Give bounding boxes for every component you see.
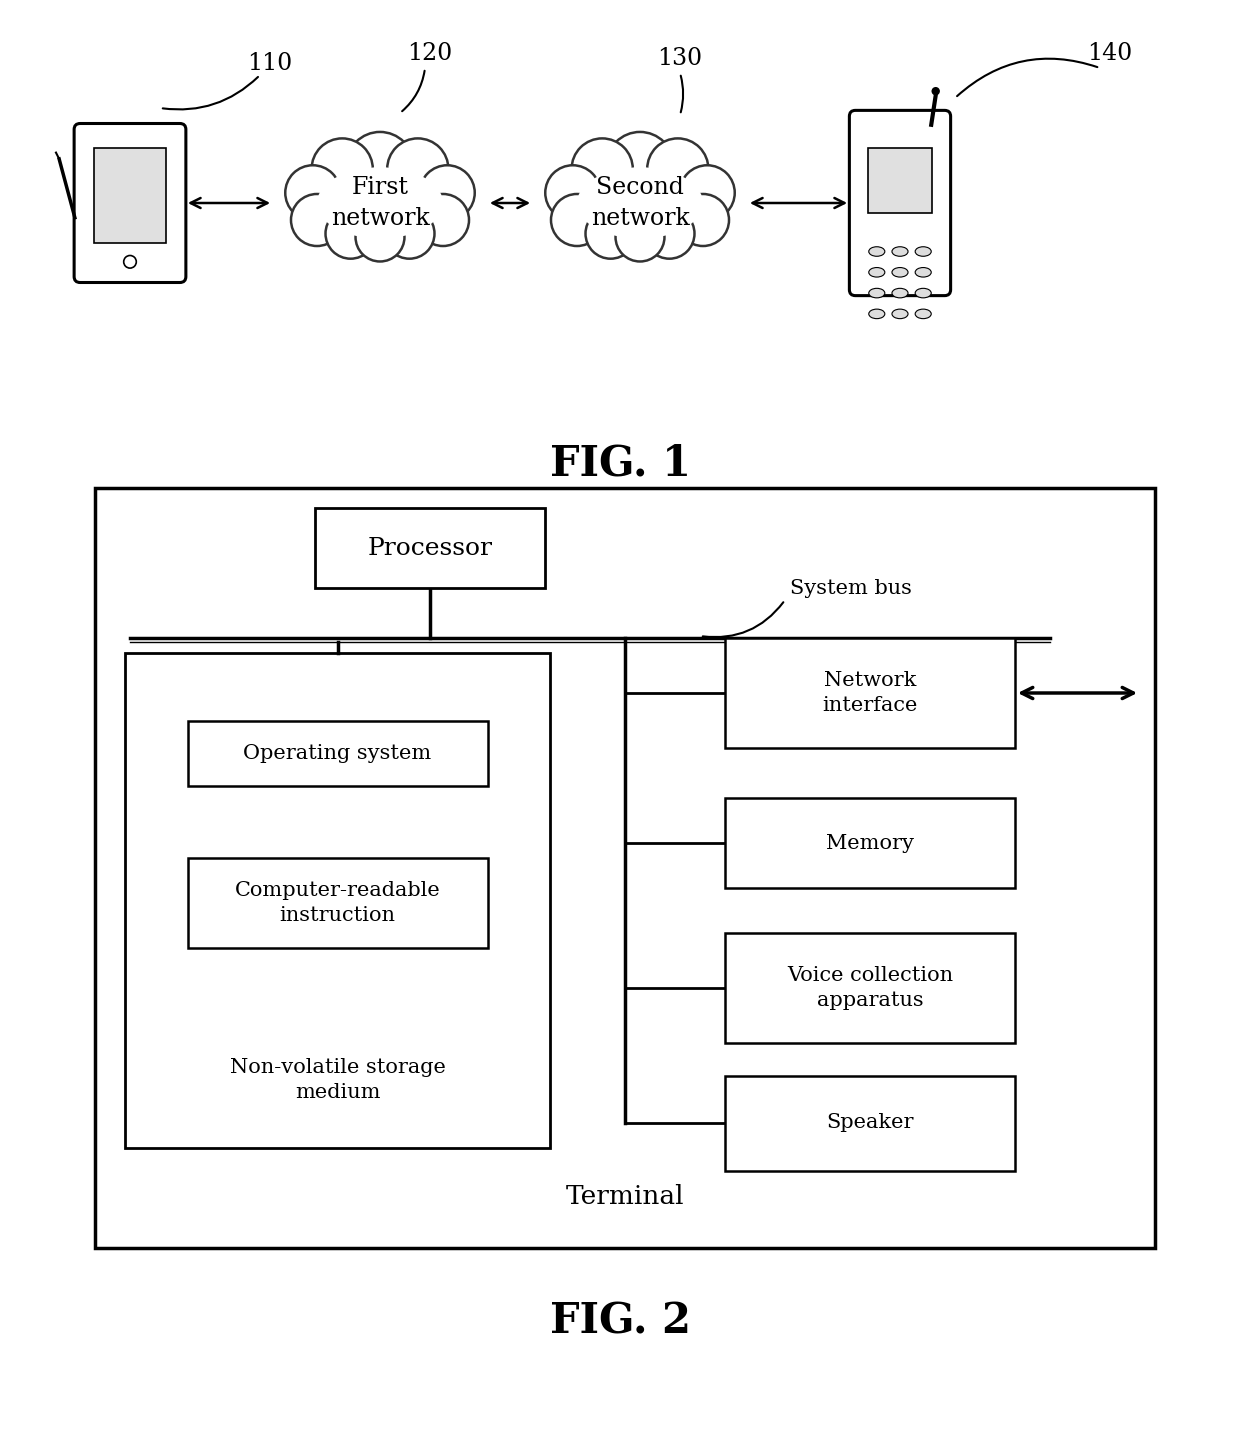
Circle shape <box>572 139 632 199</box>
Ellipse shape <box>869 268 885 277</box>
Ellipse shape <box>892 310 908 318</box>
FancyBboxPatch shape <box>74 123 186 282</box>
Circle shape <box>585 209 636 259</box>
Bar <box>725 1076 1016 1171</box>
Text: Network
interface: Network interface <box>822 671 918 715</box>
Text: First
network: First network <box>331 176 429 229</box>
Circle shape <box>311 139 373 199</box>
Ellipse shape <box>577 168 703 239</box>
Text: Processor: Processor <box>367 536 492 559</box>
Ellipse shape <box>317 168 443 239</box>
Text: FIG. 2: FIG. 2 <box>549 1300 691 1341</box>
Text: 140: 140 <box>1087 42 1132 64</box>
Ellipse shape <box>915 268 931 277</box>
Circle shape <box>645 209 694 259</box>
Circle shape <box>124 255 136 268</box>
Circle shape <box>384 209 434 259</box>
Circle shape <box>419 165 475 221</box>
Text: FIG. 1: FIG. 1 <box>549 441 691 484</box>
Circle shape <box>551 193 603 246</box>
Bar <box>725 798 1016 888</box>
Bar <box>187 721 487 785</box>
Text: Terminal: Terminal <box>565 1184 684 1208</box>
Ellipse shape <box>869 288 885 298</box>
Bar <box>725 933 1016 1043</box>
Text: Operating system: Operating system <box>243 744 432 762</box>
Text: Computer-readable
instruction: Computer-readable instruction <box>234 881 440 924</box>
Bar <box>868 148 932 214</box>
Circle shape <box>647 139 708 199</box>
Text: 130: 130 <box>657 46 703 69</box>
Circle shape <box>326 209 376 259</box>
Circle shape <box>546 165 600 221</box>
Bar <box>187 858 487 949</box>
Circle shape <box>615 212 665 261</box>
Ellipse shape <box>301 152 459 254</box>
Circle shape <box>680 165 735 221</box>
Text: System bus: System bus <box>790 579 911 598</box>
Ellipse shape <box>892 268 908 277</box>
FancyBboxPatch shape <box>849 110 951 295</box>
Ellipse shape <box>869 310 885 318</box>
Ellipse shape <box>869 246 885 257</box>
Ellipse shape <box>892 288 908 298</box>
Circle shape <box>606 132 673 199</box>
Circle shape <box>285 165 340 221</box>
Ellipse shape <box>892 246 908 257</box>
Circle shape <box>677 193 729 246</box>
Ellipse shape <box>915 246 931 257</box>
Ellipse shape <box>562 152 719 254</box>
Bar <box>95 489 1154 1248</box>
Text: Second
network: Second network <box>590 176 689 229</box>
Text: 120: 120 <box>408 42 453 64</box>
Bar <box>94 148 166 244</box>
Text: 110: 110 <box>247 52 293 75</box>
Ellipse shape <box>915 310 931 318</box>
Text: Speaker: Speaker <box>826 1113 914 1132</box>
Text: Memory: Memory <box>826 834 914 853</box>
Bar <box>725 638 1016 748</box>
Bar <box>125 653 551 1148</box>
Circle shape <box>931 87 940 96</box>
Circle shape <box>356 212 404 261</box>
Circle shape <box>346 132 414 199</box>
Text: Voice collection
apparatus: Voice collection apparatus <box>787 966 954 1010</box>
Circle shape <box>387 139 449 199</box>
Bar <box>315 509 546 588</box>
Ellipse shape <box>915 288 931 298</box>
Text: Non-volatile storage
medium: Non-volatile storage medium <box>229 1058 445 1102</box>
Circle shape <box>417 193 469 246</box>
Circle shape <box>291 193 343 246</box>
